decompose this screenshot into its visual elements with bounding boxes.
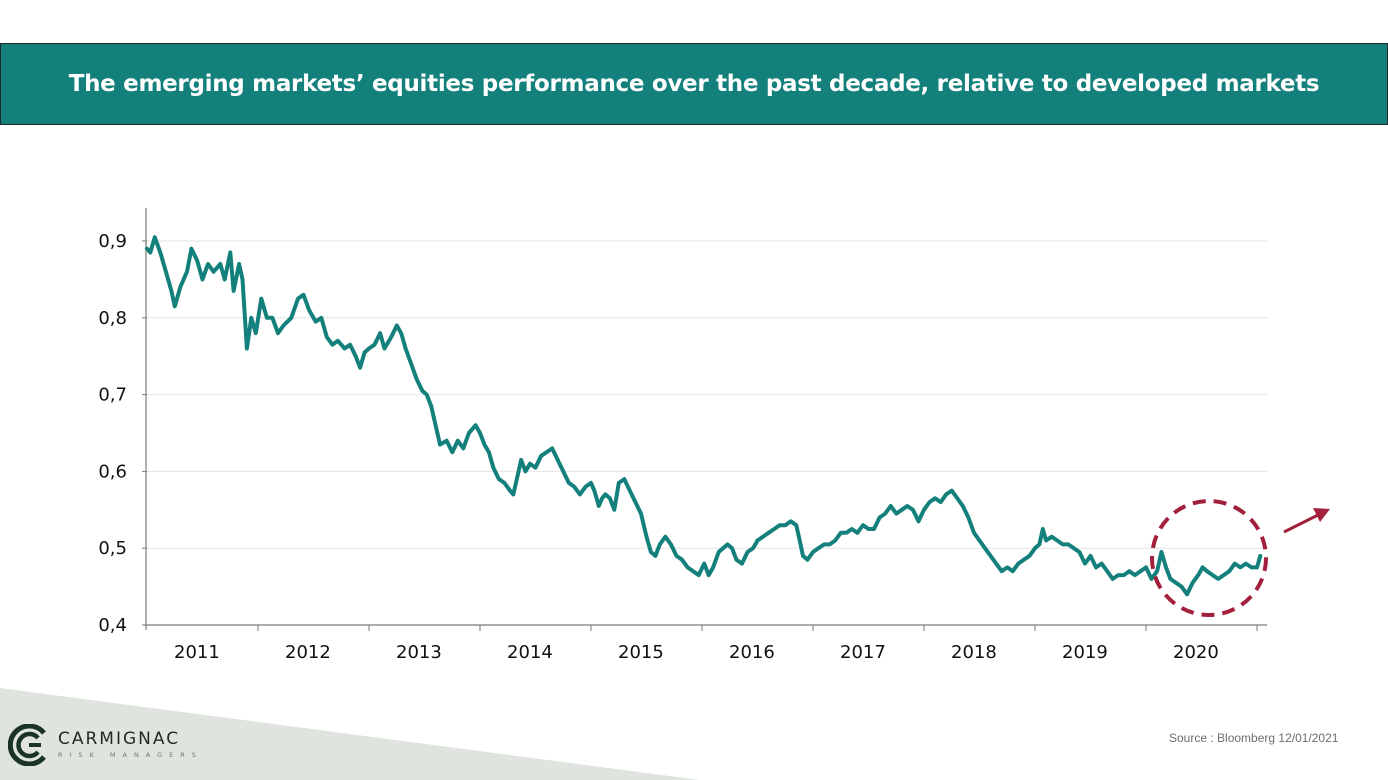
trend-arrow-head: [1313, 508, 1330, 522]
gridlines: [147, 240, 1267, 549]
x-tick-label: 2019: [1062, 642, 1108, 663]
y-tick-label: 0,5: [98, 538, 127, 559]
x-tick-label: 2017: [840, 642, 886, 663]
series-line: [145, 235, 1263, 597]
y-tick-label: 0,9: [98, 231, 127, 252]
x-tick-label: 2015: [618, 642, 664, 663]
x-tick-label: 2014: [507, 642, 553, 663]
x-tick-label: 2011: [174, 642, 220, 663]
x-tick-label: 2016: [729, 642, 775, 663]
title-banner: The emerging markets’ equities performan…: [0, 43, 1388, 125]
x-tick-label: 2018: [951, 642, 997, 663]
carmignac-logo-icon: [8, 724, 46, 766]
source-note: Source : Bloomberg 12/01/2021: [1169, 731, 1339, 745]
footer-band-shape: [0, 688, 700, 780]
highlight-dashed-circle: [1150, 499, 1268, 617]
carmignac-logo: CARMIGNAC RISK MANAGERS: [8, 724, 203, 766]
axes: [145, 208, 1267, 630]
logo-tagline: RISK MANAGERS: [58, 751, 203, 759]
logo-name: CARMIGNAC: [58, 729, 181, 749]
y-tick-label: 0,8: [98, 308, 127, 329]
page-title: The emerging markets’ equities performan…: [68, 71, 1320, 97]
y-axis-ticks: 0,4 0,5 0,6 0,7 0,8 0,9: [98, 231, 147, 636]
y-tick-label: 0,7: [98, 385, 127, 406]
x-tick-label: 2020: [1173, 642, 1219, 663]
trend-arrow-shaft: [1283, 513, 1319, 534]
y-tick-label: 0,6: [98, 461, 127, 482]
x-tick-label: 2013: [396, 642, 442, 663]
series-group: [145, 235, 1263, 597]
x-tick-label: 2012: [285, 642, 331, 663]
y-tick-label: 0,4: [98, 615, 127, 636]
annotations: [1150, 499, 1330, 617]
x-axis-ticks: 2011 2012 2013 2014 2015 2016 2017 2018 2019 2020: [174, 625, 1258, 663]
